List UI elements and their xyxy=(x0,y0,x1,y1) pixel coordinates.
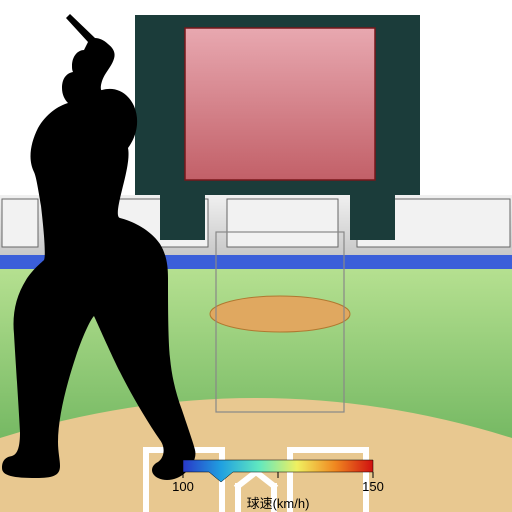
svg-text:150: 150 xyxy=(362,479,384,494)
svg-text:100: 100 xyxy=(172,479,194,494)
scoreboard-support-left xyxy=(160,195,205,240)
colorbar-axis-label: 球速(km/h) xyxy=(247,496,310,511)
pitch-location-chart: 100 150 球速(km/h) xyxy=(0,0,512,512)
scoreboard-panel xyxy=(185,28,375,180)
scoreboard-support-right xyxy=(350,195,395,240)
pitchers-mound xyxy=(210,296,350,332)
